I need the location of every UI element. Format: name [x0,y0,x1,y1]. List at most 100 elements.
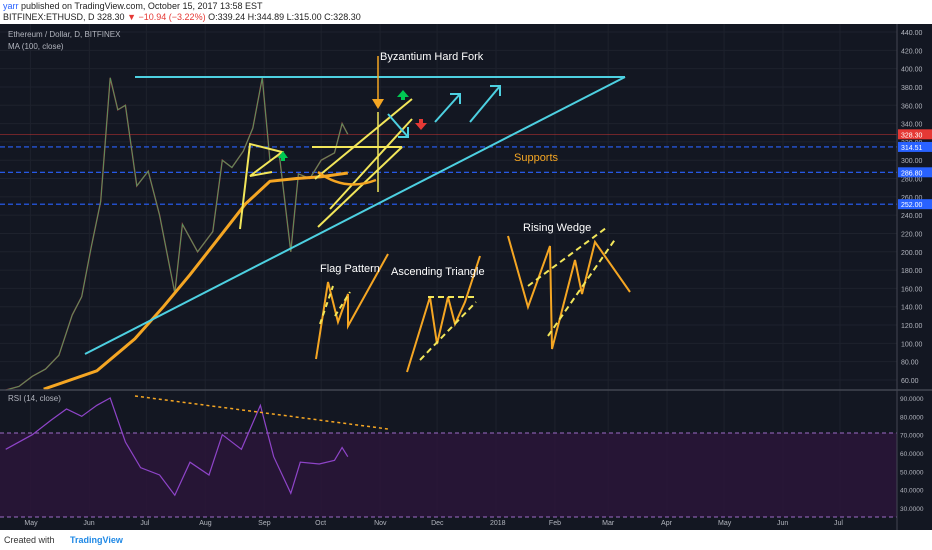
price-tick-label: 180.00 [901,268,923,275]
supports-label: Supports [514,152,559,164]
x-tick-label: Aug [199,520,212,527]
price-tick-label: 240.00 [901,213,923,220]
flag-drawing-aug [239,142,285,230]
x-tick-label: Mar [602,520,615,527]
rsi-tick-label: 70.0000 [900,433,924,440]
price-tick-label: 120.00 [901,323,923,330]
x-tick-label: Jul [834,520,843,527]
publish-header: yarr published on TradingView.com, Octob… [0,0,932,24]
price-tick-label: 420.00 [901,48,923,55]
rsi-divergence-line [134,395,389,430]
wedge-lower-line [329,118,413,210]
ascending-triangle-label: Ascending Triangle [391,266,485,278]
flag-pattern-dash-2 [334,291,351,317]
ascending-triangle-bottom-dash [419,301,477,361]
price-tick-label: 400.00 [901,67,923,74]
x-tick-label: Jun [777,520,788,527]
rising-wedge-label: Rising Wedge [523,222,591,234]
tradingview-logo[interactable]: TradingView [70,535,123,545]
ascending-trendline [84,76,626,355]
footer: Created with TradingView [0,530,932,550]
price-tick-label: 140.00 [901,305,923,312]
price-tick-label: 360.00 [901,103,923,110]
price-tag-label: 314.51 [901,145,923,152]
green-up-arrow-icon [278,151,288,158]
rsi-indicator-label: RSI (14, close) [8,394,61,403]
ma-indicator-label: MA (100, close) [8,42,64,51]
rising-wedge-sketch [507,235,631,350]
green-up-arrow-stem [281,157,285,161]
ohlc-values: O:339.24 H:344.89 L:315.00 C:328.30 [208,12,361,22]
price-tick-label: 280.00 [901,177,923,184]
price-chart-svg[interactable]: Byzantium Hard Fork Supports Rising Wedg… [0,24,932,530]
price-tick-label: 260.00 [901,195,923,202]
price-tag-box [898,199,932,210]
red-down-arrow-icon [415,123,427,130]
ma-curve-drawing [317,170,377,186]
rsi-tick-label: 90.0000 [900,396,924,403]
projection-arrow-up-2-head [490,85,501,96]
rsi-tick-label: 40.0000 [900,488,924,495]
publish-info: published on TradingView.com, October 15… [21,1,263,11]
price-tick-label: 60.00 [901,378,919,385]
rsi-band [0,433,897,517]
x-tick-label: Apr [661,520,673,527]
green-up-arrow-icon-2 [397,90,409,97]
ma-100-series [43,171,349,391]
projection-arrow-down [387,113,409,138]
price-tick-label: 80.00 [901,360,919,367]
red-down-arrow-stem [419,119,423,124]
fork-arrow-head-icon [372,99,384,109]
rsi-tick-label: 50.0000 [900,469,924,476]
x-tick-label: Feb [549,520,561,527]
price-tick-label: 160.00 [901,286,923,293]
price-tag-box [898,141,932,152]
price-tag-box [898,129,932,140]
price-tick-label: 300.00 [901,158,923,165]
x-tick-label: Dec [431,520,444,527]
price-tag-label: 328.30 [901,132,923,139]
price-tag-label: 252.00 [901,202,923,209]
symbol-label: BITFINEX:ETHUSD, D [3,12,95,22]
flag-pattern-sketch [315,253,389,360]
projection-arrow-up-1 [434,93,461,123]
price-tick-label: 380.00 [901,85,923,92]
price-tick-label: 220.00 [901,231,923,238]
x-tick-label: Jul [140,520,149,527]
x-tick-label: Oct [315,520,326,527]
x-tick-label: 2018 [490,520,506,527]
price-tick-label: 200.00 [901,250,923,257]
last-price: 328.30 [97,12,125,22]
triangle-bottom-line [317,146,403,228]
rsi-tick-label: 60.0000 [900,451,924,458]
price-tag-box [898,167,932,178]
x-tick-label: Jun [83,520,94,527]
price-change: −10.94 (−3.22%) [138,12,206,22]
x-tick-label: May [24,520,38,527]
rsi-tick-label: 30.0000 [900,506,924,513]
projection-arrow-down-head [398,127,409,138]
price-tag-label: 286.80 [901,170,923,177]
x-tick-label: May [718,520,732,527]
flag-pattern-label: Flag Pattern [320,263,380,275]
wedge-upper-line [314,98,413,180]
x-tick-label: Sep [258,520,271,527]
price-tick-label: 100.00 [901,341,923,348]
price-tick-label: 440.00 [901,30,923,37]
flag-pattern-dash-1 [319,285,334,325]
rsi-tick-label: 80.0000 [900,414,924,421]
author-link[interactable]: yarr [3,1,19,11]
x-tick-label: Nov [374,520,387,527]
projection-arrow-up-1-head [450,93,461,104]
byzantium-hard-fork-label: Byzantium Hard Fork [380,51,484,63]
projection-arrow-up-2 [469,85,501,123]
chart-title: Ethereum / Dollar, D, BITFINEX [8,30,121,39]
price-series-highlight [5,77,349,391]
price-tick-label: 340.00 [901,122,923,129]
rising-wedge-top-dash [527,227,607,287]
rsi-series [5,397,349,497]
chart-area[interactable]: Byzantium Hard Fork Supports Rising Wedg… [0,24,932,530]
created-with-label: Created with [4,535,55,545]
down-arrow-icon: ▼ [127,12,136,22]
green-up-arrow-stem-2 [401,96,405,100]
